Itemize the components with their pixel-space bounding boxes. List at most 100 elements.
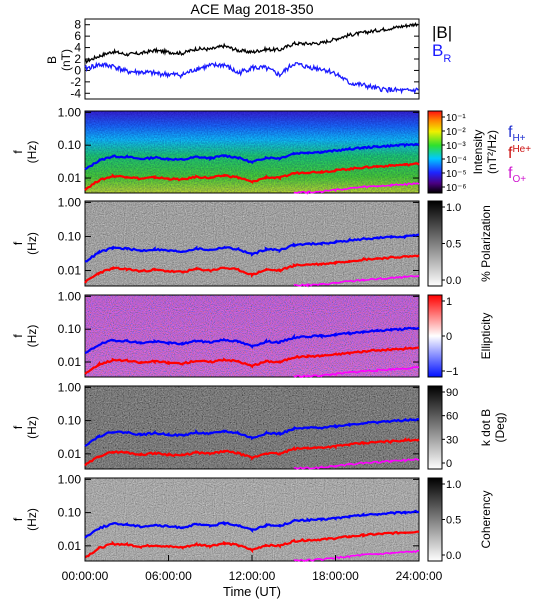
intensity-colorbar <box>427 110 443 194</box>
fh-line <box>84 142 420 171</box>
x-tick-label: 24:00:00 <box>396 569 443 583</box>
colorbar-tick-label: 10⁻⁴ <box>446 155 467 166</box>
fhe-line <box>84 437 420 467</box>
gyro-legend: fH+ fHe+ fO+ <box>508 124 531 185</box>
coherency-colorbar-title: Coherency <box>479 490 493 548</box>
polarization-colorbar <box>427 200 443 287</box>
intensity-colorbar-unit: (nT²/Hz) <box>485 130 499 174</box>
bfield-yunit: (nT) <box>59 49 73 71</box>
freq-yunit: (Hz) <box>25 416 39 439</box>
colorbar-tick-label: 60 <box>446 411 458 423</box>
legend-btotal: |B| <box>432 23 452 42</box>
polarization-colorbar-title: % Polarization <box>479 205 493 282</box>
colorbar-tick-label: 90 <box>446 387 458 399</box>
kdotb-colorbar-title: k dot B <box>479 409 493 446</box>
x-tick-label: 18:00:00 <box>312 569 359 583</box>
freq-yunit: (Hz) <box>25 325 39 348</box>
bfield-tick-label: -2 <box>70 75 81 89</box>
colorbar-tick-label: 1.0 <box>446 479 461 491</box>
coherency-panel: 1.00 0.10 0.01 f (Hz) 1.0 0.5 0.0 Coherency <box>11 472 493 562</box>
ellipticity-colorbar <box>427 294 443 378</box>
bfield-tick-label: 0 <box>74 63 81 77</box>
freq-ylabel: f <box>11 150 25 154</box>
freq-tick-label: 1.00 <box>58 105 82 119</box>
bfield-tick-label: -4 <box>70 86 81 100</box>
freq-yunit: (Hz) <box>25 232 39 255</box>
bfield-tick-label: 8 <box>74 18 81 32</box>
intensity-panel: 1.00 0.10 0.01 f (Hz) 10⁻¹ 10⁻² 10⁻³ 10⁻⁴ 10⁻⁵ 10⁻… <box>11 105 499 195</box>
intensity-colorbar-title: Intensity <box>471 130 485 175</box>
bfield-ylabel: B <box>45 56 59 64</box>
colorbar-tick-label: 10⁻⁶ <box>446 183 467 194</box>
freq-tick-label: 0.10 <box>58 138 82 152</box>
legend-fo: fO+ <box>508 165 526 185</box>
colorbar-tick-label: 0.5 <box>446 239 461 251</box>
freq-tick-label: 0.01 <box>58 263 82 277</box>
freq-ylabel: f <box>11 334 25 338</box>
freq-yunit: (Hz) <box>25 141 39 164</box>
freq-tick-label: 0.01 <box>58 171 82 185</box>
legend-fhe: fHe+ <box>508 144 531 162</box>
fhe-line <box>84 530 420 559</box>
kdotb-frame <box>84 385 420 470</box>
colorbar-tick-label: 10⁻⁵ <box>446 169 467 180</box>
ellipticity-frame <box>84 294 420 378</box>
freq-ylabel: f <box>11 425 25 429</box>
freq-tick-label: 0.10 <box>58 414 82 428</box>
bfield-tick-label: 4 <box>74 41 81 55</box>
legend-br: BR <box>432 41 451 65</box>
x-axis: 00:00:00 06:00:00 12:00:00 18:00:00 24:00:00 <box>62 555 443 583</box>
fhe-line <box>84 162 420 192</box>
intensity-frame <box>84 110 420 194</box>
fh-line <box>84 509 420 539</box>
colorbar-tick-label: 1.0 <box>446 202 461 214</box>
freq-tick-label: 0.01 <box>58 447 82 461</box>
freq-tick-label: 0.10 <box>58 229 82 243</box>
x-tick-label: 12:00:00 <box>229 569 276 583</box>
colorbar-tick-label: 10⁻² <box>446 127 466 138</box>
legend-fh: fH+ <box>508 124 526 144</box>
x-tick-label: 06:00:00 <box>145 569 192 583</box>
btotal-line <box>84 22 419 65</box>
freq-tick-label: 1.00 <box>58 195 82 209</box>
freq-tick-label: 1.00 <box>58 380 82 394</box>
kdotb-colorbar-unit: (Deg) <box>493 412 507 442</box>
freq-yunit: (Hz) <box>25 508 39 531</box>
fo-line <box>293 274 420 288</box>
colorbar-tick-label: 0 <box>446 458 452 470</box>
x-tick-label: 00:00:00 <box>62 569 109 583</box>
colorbar-tick-label: 1 <box>446 296 452 308</box>
colorbar-tick-label: 30 <box>446 434 458 446</box>
polarization-frame <box>84 200 420 287</box>
ellipticity-panel: 1.00 0.10 0.01 f (Hz) 1 0 −1 Ellipticity <box>11 289 493 378</box>
bfield-tick-label: 2 <box>74 52 81 66</box>
freq-tick-label: 1.00 <box>58 472 82 486</box>
colorbar-tick-label: 0 <box>446 331 452 343</box>
fo-line <box>293 182 420 195</box>
bfield-tick-label: 6 <box>74 29 81 43</box>
freq-tick-label: 0.10 <box>58 322 82 336</box>
colorbar-tick-label: 10⁻¹ <box>446 113 466 124</box>
kdotb-colorbar <box>427 385 443 470</box>
x-axis-label: Time (UT) <box>223 584 281 599</box>
freq-tick-label: 0.01 <box>58 539 82 553</box>
chart-title: ACE Mag 2018-350 <box>191 1 314 17</box>
fh-line <box>84 233 420 263</box>
polarization-panel: 1.00 0.10 0.01 f (Hz) 1.0 0.5 0.0 % Polarization <box>11 195 493 288</box>
fo-line <box>293 366 420 378</box>
colorbar-tick-label: −1 <box>446 366 459 378</box>
kdotb-panel: 1.00 0.10 0.01 f (Hz) 90 60 30 0 k dot B (Deg) <box>11 380 507 470</box>
freq-tick-label: 1.00 <box>58 289 82 303</box>
colorbar-tick-label: 0.0 <box>446 275 461 287</box>
colorbar-tick-label: 0.5 <box>446 515 461 527</box>
freq-ylabel: f <box>11 517 25 521</box>
colorbar-tick-label: 0.0 <box>446 550 461 562</box>
fo-line <box>293 457 420 470</box>
colorbar-tick-label: 10⁻³ <box>446 141 466 152</box>
fh-line <box>84 417 420 447</box>
fhe-line <box>84 254 420 284</box>
fhe-line <box>84 345 420 375</box>
